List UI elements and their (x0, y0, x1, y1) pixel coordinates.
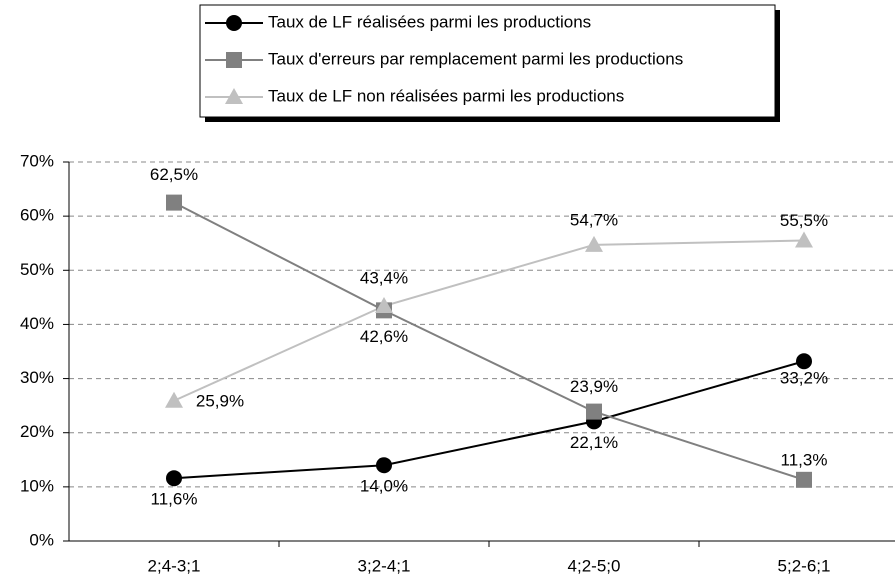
data-label: 25,9% (196, 391, 244, 410)
legend-label: Taux de LF non réalisées parmi les produ… (268, 86, 624, 105)
y-tick-label: 30% (20, 368, 54, 387)
legend-marker (225, 88, 243, 104)
legend-marker (226, 15, 242, 31)
series-line (173, 201, 805, 481)
data-point (376, 457, 392, 474)
legend-label: Taux de LF réalisées parmi les productio… (268, 12, 591, 31)
data-label: 23,9% (570, 377, 618, 396)
data-point (166, 194, 182, 211)
data-label: 11,3% (781, 450, 828, 469)
data-label: 33,2% (780, 369, 828, 388)
x-tick-label: 4;2-5;0 (568, 556, 621, 575)
x-tick-label: 5;2-6;1 (778, 556, 831, 575)
data-label: 14,0% (360, 477, 408, 496)
series-line (173, 360, 805, 480)
y-tick-label: 50% (20, 260, 54, 279)
data-label: 54,7% (570, 210, 618, 229)
data-point (375, 297, 393, 314)
data-label: 11,6% (151, 490, 198, 509)
legend-label: Taux d'erreurs par remplacement parmi le… (268, 49, 683, 68)
data-label: 42,6% (360, 327, 408, 346)
y-tick-label: 20% (20, 422, 54, 441)
y-tick-label: 40% (20, 314, 54, 333)
data-point (795, 231, 813, 248)
data-point (586, 403, 602, 420)
data-point (796, 471, 812, 488)
data-point (166, 470, 182, 487)
legend-marker (226, 52, 242, 68)
data-label: 62,5% (150, 165, 198, 184)
x-tick-label: 2;4-3;1 (148, 556, 201, 575)
data-label: 22,1% (570, 433, 618, 452)
y-tick-label: 70% (20, 151, 54, 170)
data-point (796, 353, 812, 370)
x-tick-label: 3;2-4;1 (358, 556, 411, 575)
legend-box (199, 4, 776, 118)
data-point (165, 391, 183, 408)
data-point (585, 235, 603, 252)
y-tick-label: 60% (20, 206, 54, 225)
y-tick-label: 10% (20, 476, 54, 495)
data-label: 43,4% (360, 269, 408, 288)
data-label: 55,5% (780, 211, 828, 230)
series-line (173, 239, 805, 402)
y-tick-label: 0% (29, 530, 54, 549)
